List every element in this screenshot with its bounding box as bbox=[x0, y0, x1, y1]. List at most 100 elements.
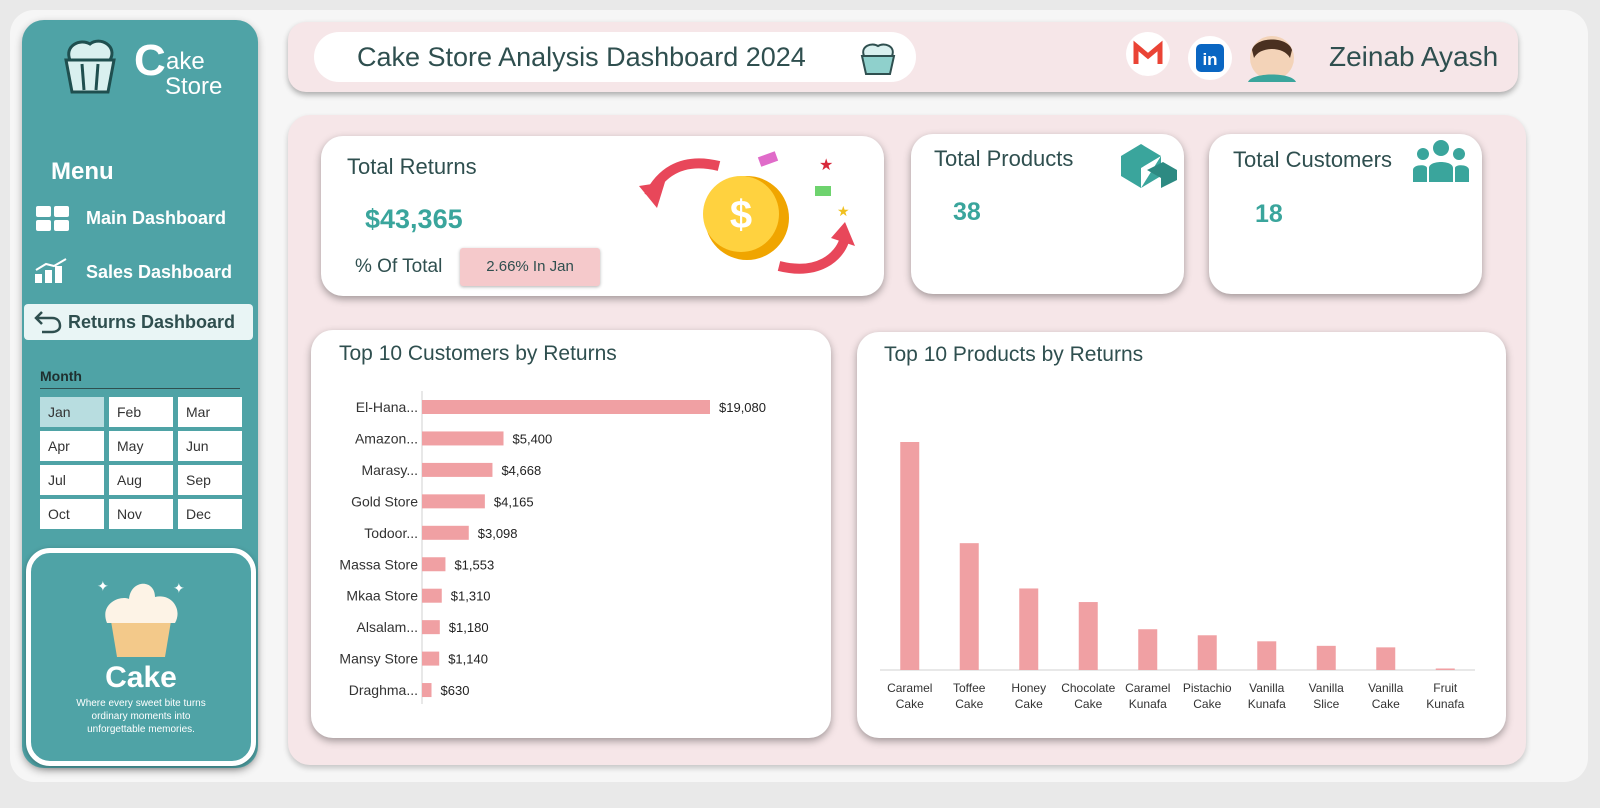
logo-text: Store bbox=[165, 73, 223, 100]
sidebar: C ake Store Menu Main Dashboard Sales Da… bbox=[22, 20, 258, 768]
value-label: $1,140 bbox=[448, 652, 488, 667]
bar bbox=[959, 543, 979, 670]
menu-item[interactable]: Sales Dashboard bbox=[86, 262, 233, 282]
menu-title: Menu bbox=[51, 158, 114, 185]
month-button[interactable]: Sep bbox=[178, 465, 242, 495]
cake-icon bbox=[860, 43, 896, 75]
month-button[interactable]: Mar bbox=[178, 397, 242, 427]
slicer-title: Month bbox=[40, 368, 82, 384]
y-tick-label: Alsalam... bbox=[357, 619, 418, 635]
menu-item[interactable]: Returns Dashboard bbox=[68, 312, 236, 332]
kpi-card: Total Products 38 bbox=[911, 134, 1184, 294]
logo-icon bbox=[64, 39, 116, 94]
month-button[interactable]: Nov bbox=[109, 499, 173, 529]
bar bbox=[900, 442, 920, 670]
y-tick-label: Draghma... bbox=[349, 682, 418, 698]
chart-card: Top 10 Customers by Returns bbox=[311, 330, 831, 738]
x-tick-label: Vanilla Slice bbox=[1308, 681, 1344, 711]
value-label: $1,180 bbox=[449, 620, 489, 635]
month-button[interactable]: Jun bbox=[178, 431, 242, 461]
bar bbox=[422, 683, 432, 698]
y-tick-label: Mansy Store bbox=[339, 651, 418, 667]
promo-tagline: Where every sweet bite turns ordinary mo… bbox=[76, 698, 206, 735]
value-label: $19,080 bbox=[719, 400, 766, 415]
promo-card: ✦ ✦ Cake Where every sweet bite turns ord… bbox=[26, 548, 256, 766]
bar bbox=[422, 651, 440, 666]
promo-title: Cake bbox=[105, 661, 177, 694]
value-label: $5,400 bbox=[513, 431, 553, 446]
y-tick-label: El-Hana... bbox=[356, 399, 418, 415]
x-tick-label: Caramel Kunafa bbox=[1125, 681, 1171, 711]
coin-illustration: $ ★ ★ bbox=[639, 151, 855, 274]
value-label: $3,098 bbox=[478, 526, 518, 541]
value-label: $4,668 bbox=[501, 463, 541, 478]
month-button[interactable]: Feb bbox=[109, 397, 173, 427]
kpi-card: Total Customers 18 bbox=[1209, 134, 1482, 294]
svg-text:★: ★ bbox=[837, 203, 850, 219]
bar bbox=[1376, 647, 1396, 670]
menu-item[interactable]: Main Dashboard bbox=[86, 208, 227, 228]
value-label: $4,165 bbox=[494, 494, 534, 509]
svg-text:$: $ bbox=[730, 193, 752, 237]
y-tick-label: Amazon... bbox=[355, 430, 418, 446]
logo-text: ake bbox=[166, 48, 205, 75]
kpi-title: Total Products bbox=[934, 146, 1074, 171]
bar bbox=[1197, 635, 1217, 670]
bar bbox=[1138, 629, 1158, 670]
x-tick-label: Toffee Cake bbox=[953, 681, 986, 711]
x-tick-label: Caramel Cake bbox=[887, 681, 933, 711]
svg-text:✦: ✦ bbox=[97, 578, 109, 594]
bar bbox=[1078, 602, 1098, 670]
bar bbox=[422, 431, 504, 446]
slicer-rule bbox=[40, 388, 240, 389]
x-tick-label: Vanilla Kunafa bbox=[1247, 681, 1286, 711]
header-title: Cake Store Analysis Dashboard 2024 bbox=[357, 42, 806, 72]
value-label: $1,310 bbox=[451, 589, 491, 604]
y-tick-label: Marasy... bbox=[361, 462, 418, 478]
bar bbox=[422, 557, 446, 572]
header: Cake Store Analysis Dashboard 2024 in Ze… bbox=[288, 22, 1518, 92]
x-tick-label: Fruit Kunafa bbox=[1426, 681, 1465, 711]
kpi-card: Total Returns $43,365 % Of Total 2.66% I… bbox=[321, 136, 884, 296]
menu-active[interactable] bbox=[24, 304, 253, 340]
month-button[interactable]: May bbox=[109, 431, 173, 461]
x-tick-label: Honey Cake bbox=[1011, 681, 1047, 711]
kpi-label: % Of Total bbox=[355, 256, 443, 277]
month-button[interactable]: Apr bbox=[40, 431, 104, 461]
month-button[interactable]: Oct bbox=[40, 499, 104, 529]
kpi-value: 38 bbox=[953, 198, 981, 226]
month-button[interactable]: Dec bbox=[178, 499, 242, 529]
logo-initial: C bbox=[134, 36, 166, 85]
user-name: Zeinab Ayash bbox=[1329, 41, 1499, 72]
x-tick-label: Pistachio Cake bbox=[1182, 681, 1232, 711]
cake-icon: ✦ ✦ bbox=[97, 578, 185, 657]
svg-text:★: ★ bbox=[819, 157, 833, 174]
boxes-icon bbox=[1121, 144, 1177, 188]
menu-icon bbox=[36, 206, 69, 231]
kpi-share: 2.66% In Jan bbox=[460, 248, 600, 286]
x-tick-label: Vanilla Cake bbox=[1368, 681, 1404, 711]
kpi-value: 18 bbox=[1255, 200, 1283, 228]
month-button[interactable]: Aug bbox=[109, 465, 173, 495]
bar bbox=[1316, 645, 1336, 670]
y-tick-label: Massa Store bbox=[339, 556, 418, 572]
people-icon bbox=[1413, 140, 1469, 182]
y-tick-label: Todoor... bbox=[364, 525, 418, 541]
month-button[interactable]: Jan bbox=[40, 397, 104, 427]
value-label: $630 bbox=[441, 683, 470, 698]
menu-icon bbox=[35, 258, 67, 283]
chart-title: Top 10 Customers by Returns bbox=[339, 342, 617, 365]
y-tick-label: Gold Store bbox=[351, 493, 418, 509]
month-button[interactable]: Jul bbox=[40, 465, 104, 495]
y-tick-label: Mkaa Store bbox=[346, 588, 418, 604]
menu-icon bbox=[34, 311, 62, 334]
title-pill bbox=[314, 32, 916, 82]
bar bbox=[1435, 668, 1455, 670]
bar bbox=[1019, 588, 1039, 670]
svg-text:✦: ✦ bbox=[173, 580, 185, 596]
chart-title: Top 10 Products by Returns bbox=[884, 343, 1144, 366]
svg-text:in: in bbox=[1202, 50, 1217, 69]
bar bbox=[422, 462, 493, 477]
kpi-value: $43,365 bbox=[365, 204, 463, 234]
